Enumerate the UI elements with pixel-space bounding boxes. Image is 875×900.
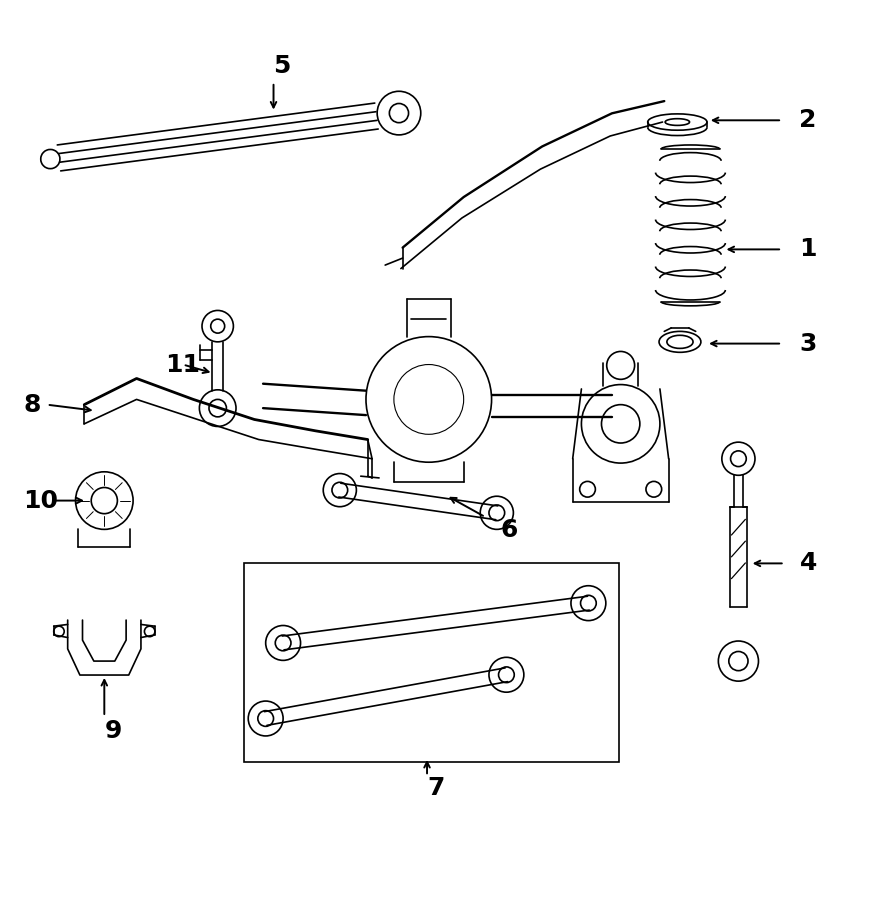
Bar (244, 563, 619, 762)
Text: 2: 2 (800, 108, 817, 132)
Text: 5: 5 (274, 54, 290, 78)
Text: 9: 9 (104, 719, 122, 742)
Text: 11: 11 (165, 353, 200, 376)
Text: 4: 4 (800, 552, 817, 575)
Text: 3: 3 (800, 331, 817, 356)
Text: 8: 8 (24, 392, 40, 417)
Text: 1: 1 (800, 238, 817, 261)
Text: 7: 7 (427, 777, 444, 800)
Text: 10: 10 (24, 489, 59, 513)
Text: 6: 6 (500, 518, 518, 542)
